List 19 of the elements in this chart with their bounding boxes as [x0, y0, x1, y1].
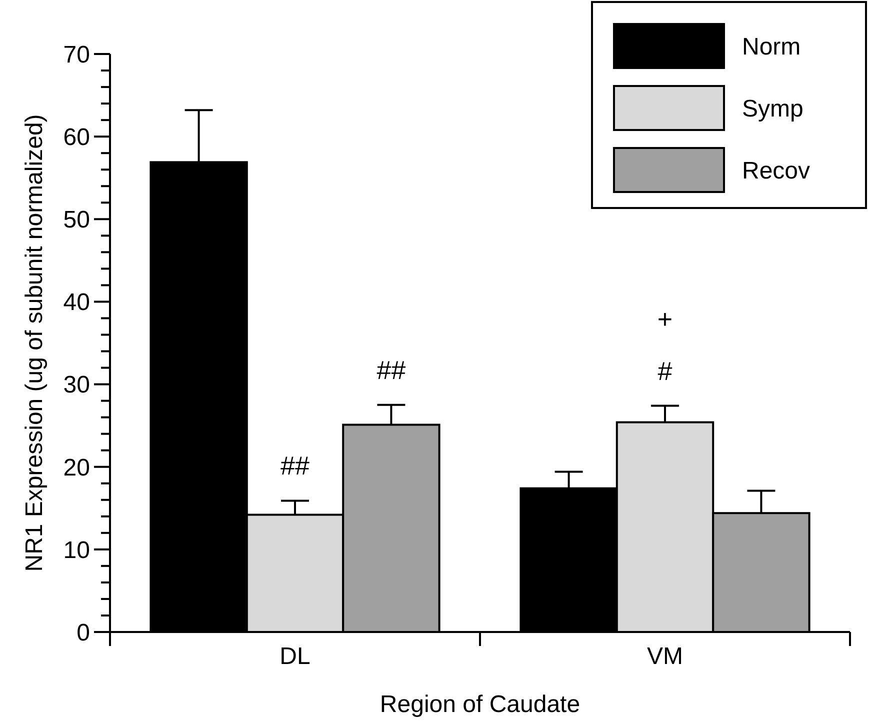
y-tick-label: 40 — [63, 289, 90, 316]
y-tick-label: 70 — [63, 41, 90, 68]
annotation: # — [658, 356, 673, 386]
y-tick-label: 0 — [76, 619, 90, 646]
x-axis-title: Region of Caudate — [380, 691, 580, 718]
y-tick-label: 20 — [63, 454, 90, 482]
y-tick-label: 10 — [63, 536, 90, 564]
legend-label: Norm — [742, 33, 801, 60]
x-tick-label: VM — [647, 643, 683, 670]
annotation: ## — [280, 450, 310, 481]
x-tick-label: DL — [280, 643, 310, 670]
y-tick-label: 60 — [63, 124, 90, 151]
legend-label: Symp — [742, 95, 804, 122]
annotation: + — [657, 304, 673, 334]
y-axis-title: NR1 Expression (ug of subunit normalized) — [21, 114, 48, 572]
y-tick-label: 50 — [63, 206, 90, 234]
y-tick-label: 30 — [63, 372, 90, 399]
legend-label: Recov — [742, 157, 810, 184]
annotation: ## — [376, 354, 406, 385]
